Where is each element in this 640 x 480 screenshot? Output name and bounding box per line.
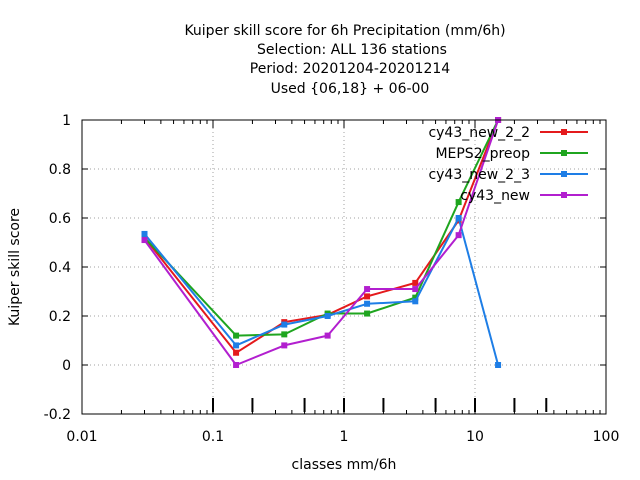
title-line-3: Period: 20201204-20201214	[250, 61, 450, 77]
y-tick-label: 0.6	[49, 211, 71, 227]
x-tick-label: 0.01	[66, 429, 97, 445]
title-line-4: Used {06,18} + 06-00	[271, 81, 430, 97]
data-point	[281, 321, 288, 328]
data-point	[495, 362, 502, 368]
legend-label: cy43_new_2_2	[428, 125, 530, 141]
data-point	[412, 298, 419, 305]
title-line-1: Kuiper skill score for 6h Precipitation …	[184, 23, 505, 39]
class-markers	[212, 398, 548, 412]
y-tick-label: 0.2	[49, 309, 71, 325]
series-layer	[141, 117, 502, 368]
y-tick-label: 0.4	[49, 260, 71, 276]
y-axis-label: Kuiper skill score	[7, 208, 23, 326]
legend-swatch-marker	[561, 150, 567, 156]
chart-title: Kuiper skill score for 6h Precipitation …	[184, 23, 505, 97]
legend-swatch-marker	[561, 129, 567, 135]
legend-label: cy43_new	[460, 188, 530, 204]
data-point	[324, 313, 331, 319]
data-point	[281, 342, 288, 349]
x-tick-label: 0.1	[202, 429, 224, 445]
series-line	[143, 119, 500, 366]
data-point	[281, 331, 288, 338]
data-point	[364, 293, 371, 300]
x-tick-label: 10	[466, 429, 484, 445]
data-point	[233, 362, 240, 368]
plot-frame	[81, 119, 607, 415]
data-point	[412, 286, 419, 293]
data-point	[364, 300, 371, 307]
legend-swatch-marker	[561, 171, 567, 177]
data-point	[233, 349, 240, 356]
legend-swatch-marker	[561, 192, 567, 198]
legend-label: cy43_new_2_3	[428, 167, 530, 183]
data-point	[324, 332, 331, 339]
data-point	[412, 294, 419, 301]
x-axis-label: classes mm/6h	[292, 457, 397, 473]
grid	[82, 120, 606, 414]
data-point	[141, 237, 148, 244]
data-point	[455, 232, 462, 239]
data-point	[233, 332, 240, 339]
y-tick-label: 0	[62, 358, 71, 374]
series-line	[143, 217, 500, 366]
x-tick-label: 100	[593, 429, 620, 445]
y-tick-label: -0.2	[44, 407, 71, 423]
y-tick-label: 0.8	[49, 162, 71, 178]
data-point	[233, 342, 240, 349]
data-point	[412, 279, 419, 286]
legend: cy43_new_2_2 MEPS2_preop cy43_new_2_3 cy43_…	[428, 125, 588, 204]
data-point	[364, 286, 371, 293]
axis-ticks: -0.2 0 0.2 0.4 0.6 0.8 1 0.01 0.1 1 10 100	[44, 113, 620, 445]
x-tick-label: 1	[340, 429, 349, 445]
data-point	[141, 230, 148, 237]
series-cy43_new_2_3	[141, 215, 502, 368]
data-point	[455, 215, 462, 221]
legend-label: MEPS2_preop	[435, 146, 530, 162]
y-tick-label: 1	[62, 113, 71, 129]
data-point	[455, 199, 462, 206]
title-line-2: Selection: ALL 136 stations	[257, 42, 447, 58]
data-point	[364, 310, 371, 317]
